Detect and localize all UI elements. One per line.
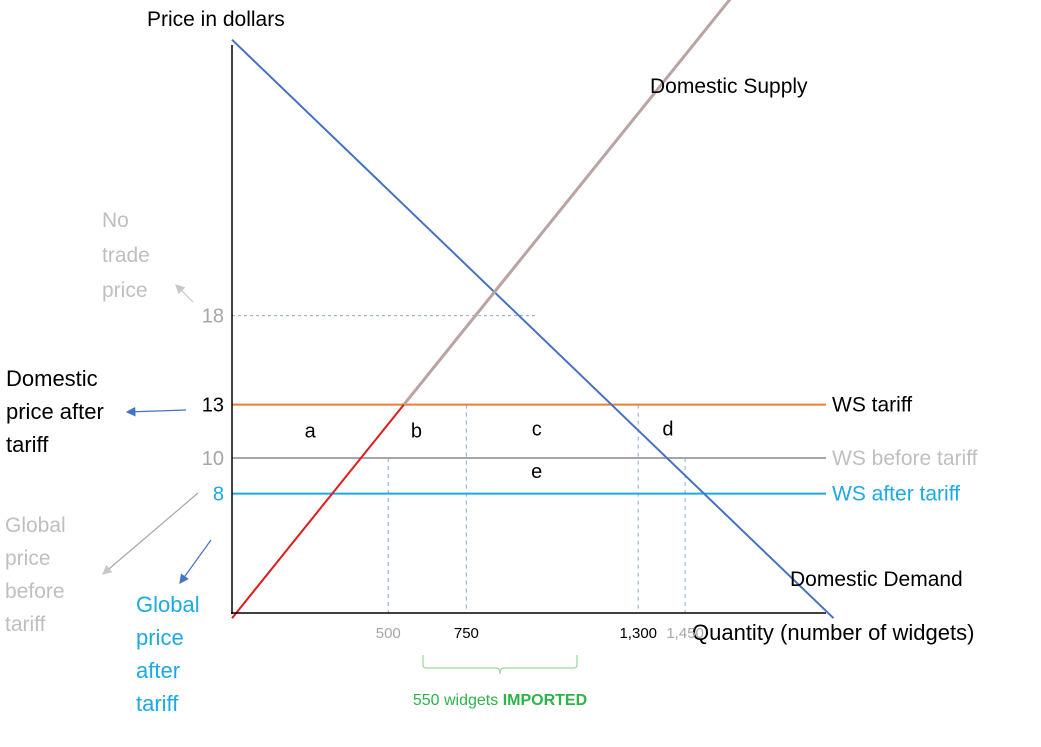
annotation-domestic-after-line-3: tariff [6, 432, 49, 457]
annotation-domestic-after-line-1: Domestic [6, 366, 98, 391]
guide-lines [232, 315, 686, 613]
imported-note: 550 widgets IMPORTED [413, 692, 587, 709]
price-lines [232, 403, 826, 495]
imported-count: 550 widgets [413, 692, 503, 709]
domestic-after-arrow [125, 406, 187, 417]
x-axis-title: Quantity (number of widgets) [692, 620, 974, 645]
y-tick-label-10: 10 [202, 448, 224, 470]
no-trade-arrow [175, 284, 194, 303]
annotation-global-after-line-3: after [136, 658, 180, 683]
x-tick-label-500: 500 [376, 625, 401, 642]
y-axis-title: Price in dollars [147, 8, 285, 31]
area-label-e: e [531, 461, 542, 483]
annotation-global-after-line-1: Global [136, 592, 200, 617]
area-label-b: b [411, 420, 422, 442]
x-tick-label-1450: 1,450 [666, 625, 704, 642]
global-after-arrow [179, 539, 212, 584]
curves [231, 0, 835, 619]
import-brace-icon [422, 655, 578, 675]
axes: Price in dollars Quantity (number of wid… [147, 8, 974, 645]
y-tick-label-13: 13 [202, 395, 224, 417]
annotation-global-after-line-2: price [136, 625, 184, 650]
y-tick-label-18: 18 [202, 306, 224, 328]
annotation-global-after-line-4: tariff [136, 691, 179, 716]
price-line-label-ws-after-tariff: WS after tariff [832, 483, 960, 506]
price-line-label-ws-tariff: WS tariff [832, 394, 912, 417]
demand-curve-label: Domestic Demand [790, 568, 963, 591]
imported-strong: IMPORTED [503, 692, 587, 709]
area-label-c: c [532, 419, 542, 441]
supply-curve-label: Domestic Supply [650, 75, 808, 98]
annotation-global-before-line-1: Global [5, 514, 66, 537]
global-before-arrow [102, 492, 199, 575]
annotation-no-trade-line-2: trade [102, 244, 150, 267]
y-tick-label-8: 8 [213, 484, 224, 506]
annotation-domestic-after-line-2: price after [6, 399, 104, 424]
annotation-global-before-line-2: price [5, 547, 51, 570]
x-tick-label-1300: 1,300 [619, 625, 657, 642]
area-label-a: a [305, 420, 317, 442]
supply-curve-upper [402, 0, 732, 406]
area-label-d: d [662, 419, 673, 441]
price-line-label-ws-before-tariff: WS before tariff [832, 447, 978, 470]
annotation-global-before-line-3: before [5, 580, 65, 603]
annotation-no-trade-line-1: No [102, 209, 129, 232]
annotation-global-before-line-4: tariff [5, 613, 46, 636]
chart-labels: WS tariff WS before tariff WS after tariff… [202, 75, 978, 642]
demand-curve [231, 38, 835, 619]
annotations: 550 widgets IMPORTED No trade price Domesti… [5, 209, 587, 716]
supply-curve-lower [231, 403, 405, 619]
x-tick-label-750: 750 [454, 625, 479, 642]
annotation-no-trade-line-3: price [102, 279, 148, 302]
